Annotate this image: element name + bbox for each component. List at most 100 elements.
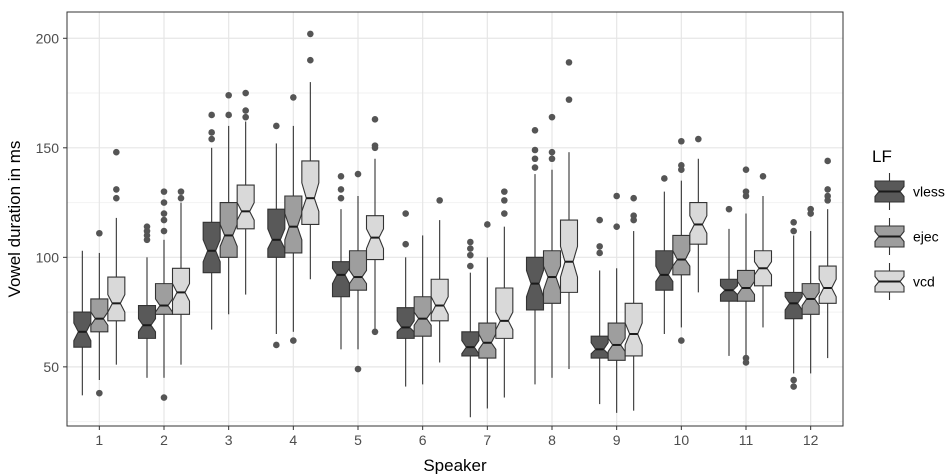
x-tick-label: 5 <box>354 432 362 448</box>
x-axis-ticks: 1 2 3 4 5 6 7 8 9 10 11 12 <box>95 426 819 448</box>
box <box>818 265 837 304</box>
box-group-vcd-3 <box>236 89 255 295</box>
outlier-point <box>565 96 573 103</box>
box <box>219 202 238 258</box>
outlier-point <box>113 148 120 156</box>
outlier-point <box>113 186 120 193</box>
box <box>461 331 480 357</box>
outlier-point <box>501 188 508 195</box>
box-group-vless-1 <box>73 250 92 396</box>
box <box>348 250 368 291</box>
outlier-point <box>177 188 185 195</box>
y-axis-ticks: 50 100 150 200 <box>36 30 67 375</box>
outlier-point <box>630 212 637 220</box>
outlier-point <box>678 162 685 169</box>
box-group-ejec-2 <box>154 188 174 401</box>
outlier-point <box>113 194 120 202</box>
outlier-point <box>548 155 556 163</box>
outlier-point <box>531 164 539 171</box>
x-tick-label: 10 <box>674 432 690 448</box>
outlier-point <box>208 129 215 136</box>
outlier-point <box>290 337 297 344</box>
y-axis-title: Vowel duration in ms <box>5 141 24 298</box>
box-group-ejec-9 <box>607 192 626 413</box>
outlier-point <box>790 383 797 390</box>
box <box>267 208 286 258</box>
outlier-point <box>307 56 314 64</box>
x-tick-label: 4 <box>289 432 297 448</box>
outlier-point <box>242 113 249 121</box>
box-group-vless-4 <box>267 122 286 349</box>
box-group-vless-5 <box>331 172 351 350</box>
box-group-vless-10 <box>655 175 674 334</box>
box <box>559 219 579 293</box>
outlier-point <box>143 223 151 230</box>
box-group-vcd-5 <box>365 116 385 336</box>
legend-key-vless <box>874 173 905 210</box>
outlier-point <box>160 188 168 195</box>
outlier-point <box>436 197 443 204</box>
x-tick-label: 3 <box>225 432 233 448</box>
outlier-point <box>337 186 345 193</box>
outlier-point <box>467 238 474 246</box>
box-group-vcd-6 <box>430 197 449 363</box>
outlier-point <box>501 210 508 217</box>
outlier-point <box>467 245 474 252</box>
outlier-point <box>790 218 797 226</box>
outlier-point <box>160 199 168 206</box>
legend-title: LF <box>872 147 892 166</box>
box-group-vcd-8 <box>559 59 579 370</box>
legend-label-vcd: vcd <box>913 274 935 290</box>
outlier-point <box>242 107 249 114</box>
box <box>236 184 255 230</box>
box-group-ejec-8 <box>542 113 562 378</box>
box-group-ejec-1 <box>90 229 109 397</box>
box-group-vcd-11 <box>753 172 773 328</box>
box-group-ejec-5 <box>348 170 368 373</box>
outlier-point <box>467 262 474 270</box>
box-group-vless-7 <box>461 238 480 418</box>
outlier-point <box>725 205 733 213</box>
box <box>154 283 174 315</box>
outlier-point <box>371 328 379 336</box>
x-tick-label: 9 <box>613 432 621 448</box>
outlier-point <box>354 170 362 178</box>
legend-label-ejec: ejec <box>913 229 939 245</box>
outlier-point <box>467 251 474 259</box>
outlier-point <box>565 59 573 66</box>
box-group-vless-2 <box>137 223 157 378</box>
outlier-point <box>807 205 814 213</box>
outlier-point <box>290 94 297 101</box>
outlier-point <box>371 116 379 123</box>
box <box>672 234 691 276</box>
outlier-point <box>307 30 314 38</box>
outlier-point <box>790 376 797 384</box>
outlier-point <box>790 227 797 235</box>
box <box>73 311 92 348</box>
box <box>107 276 126 322</box>
boxes-layer <box>73 30 837 418</box>
outlier-point <box>596 243 603 250</box>
outlier-point <box>160 216 168 224</box>
box-group-vless-6 <box>396 210 415 387</box>
box-group-vcd-1 <box>107 148 126 365</box>
box <box>624 302 643 357</box>
legend: LF vless ejec vcd <box>872 147 945 300</box>
outlier-point <box>596 249 603 257</box>
outlier-point <box>531 155 539 163</box>
box-group-vless-9 <box>590 216 609 405</box>
outlier-point <box>548 113 556 121</box>
y-tick-label: 100 <box>36 249 60 265</box>
outlier-point <box>531 146 539 154</box>
box-group-vcd-4 <box>301 30 320 280</box>
box <box>413 296 432 337</box>
box <box>171 267 191 315</box>
box <box>301 160 320 226</box>
outlier-point <box>160 210 168 217</box>
outlier-point <box>613 192 620 200</box>
x-axis-title: Speaker <box>423 456 487 474</box>
outlier-point <box>337 194 345 202</box>
outlier-point <box>742 188 750 195</box>
outlier-point <box>759 172 767 180</box>
legend-key-ejec <box>874 218 905 255</box>
